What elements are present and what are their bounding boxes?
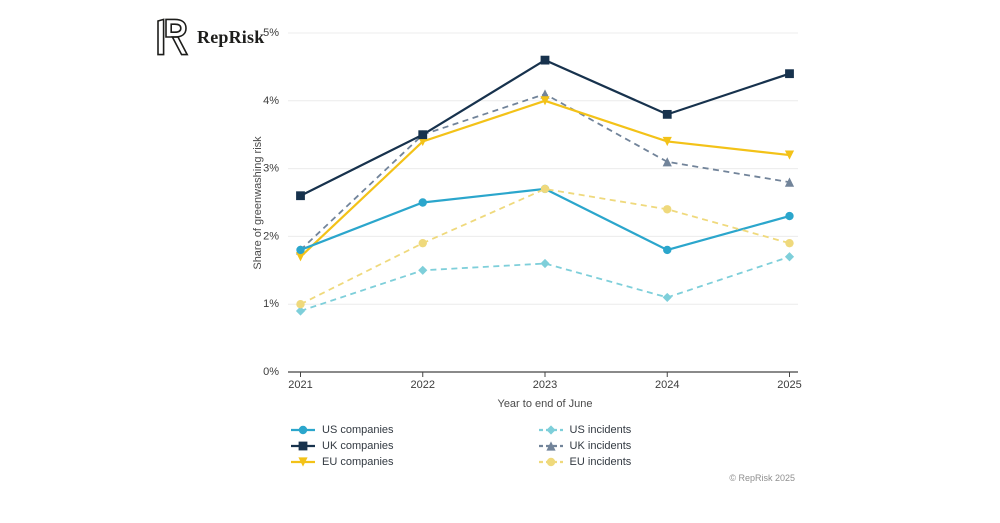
data-point	[784, 252, 795, 262]
data-point	[785, 69, 794, 79]
data-point	[418, 238, 427, 248]
data-point	[545, 441, 556, 451]
data-point	[540, 184, 550, 194]
data-point	[298, 441, 308, 451]
reprisk-monogram-icon	[157, 18, 189, 56]
data-point	[662, 109, 672, 119]
data-point	[540, 258, 550, 269]
data-point	[546, 457, 555, 467]
data-point	[545, 425, 556, 435]
series-line	[300, 187, 790, 252]
x-axis-title: Year to end of June	[497, 398, 593, 410]
y-tick-label: 2%	[263, 230, 279, 242]
x-tick-label: 2023	[533, 379, 557, 391]
data-point	[296, 245, 305, 255]
series-uk-incidents	[295, 89, 795, 255]
data-point	[785, 211, 794, 221]
eu-companies-marker-icon	[291, 457, 315, 467]
data-point	[662, 157, 672, 167]
series-line	[300, 255, 790, 312]
data-point	[784, 150, 795, 160]
data-point	[298, 425, 308, 435]
legend-item-uk-incidents: UK incidents	[538, 440, 632, 452]
data-point	[418, 136, 428, 147]
legend-label: UK companies	[322, 440, 394, 452]
data-point	[662, 136, 672, 147]
series-line	[299, 93, 790, 251]
copyright-notice: © RepRisk 2025	[729, 473, 795, 483]
series-eu-companies	[295, 96, 795, 262]
legend-column-incidents: US incidents UK incidents EU incidents	[538, 424, 632, 468]
data-point	[784, 177, 795, 187]
data-point	[418, 198, 427, 207]
data-point	[418, 265, 428, 275]
data-point	[296, 191, 305, 201]
x-tick-label: 2025	[777, 379, 801, 391]
y-tick-label: 4%	[263, 95, 279, 107]
series-us-incidents	[295, 252, 795, 316]
eu-incidents-marker-icon	[538, 457, 563, 467]
uk-incidents-marker-icon	[538, 441, 563, 451]
data-point	[540, 55, 550, 65]
data-point	[663, 245, 672, 255]
y-axis-title: Share of greenwashing risk	[252, 136, 264, 270]
legend-item-eu-companies: EU companies	[290, 456, 394, 468]
y-tick-label: 0%	[263, 366, 279, 378]
series-eu-incidents	[296, 184, 794, 309]
data-point	[663, 205, 672, 214]
legend-label: EU companies	[322, 456, 394, 468]
legend-item-eu-incidents: EU incidents	[538, 456, 632, 468]
logo-wordmark: RepRisk	[197, 26, 265, 47]
data-point	[296, 300, 305, 309]
chart-legend: US companies UK companies EU companies U…	[290, 424, 631, 468]
data-point	[298, 457, 308, 467]
data-point	[295, 306, 306, 316]
data-point	[418, 130, 428, 140]
y-tick-label: 1%	[263, 298, 279, 310]
series-line	[300, 58, 790, 197]
legend-item-uk-companies: UK companies	[290, 440, 394, 452]
legend-label: UK incidents	[569, 440, 632, 452]
reprisk-logo: RepRisk	[150, 16, 264, 58]
x-tick-label: 2021	[288, 379, 312, 391]
y-tick-label: 3%	[263, 163, 279, 175]
legend-item-us-companies: US companies	[290, 424, 394, 436]
x-tick-label: 2022	[411, 379, 435, 391]
legend-label: US incidents	[569, 424, 632, 436]
data-point	[295, 252, 306, 262]
legend-label: US companies	[322, 424, 394, 436]
legend-column-companies: US companies UK companies EU companies	[290, 424, 394, 468]
series-uk-companies	[296, 55, 794, 201]
series-us-companies	[296, 184, 794, 255]
y-tick-label: 5%	[263, 27, 279, 39]
uk-companies-marker-icon	[291, 441, 315, 451]
legend-label: EU incidents	[569, 456, 632, 468]
legend-item-us-incidents: US incidents	[538, 424, 632, 436]
us-companies-marker-icon	[291, 425, 315, 435]
data-point	[540, 96, 550, 106]
us-incidents-marker-icon	[538, 425, 563, 435]
series-line	[299, 99, 790, 258]
data-point	[662, 292, 672, 303]
x-tick-label: 2024	[655, 379, 679, 391]
data-point	[785, 238, 794, 248]
